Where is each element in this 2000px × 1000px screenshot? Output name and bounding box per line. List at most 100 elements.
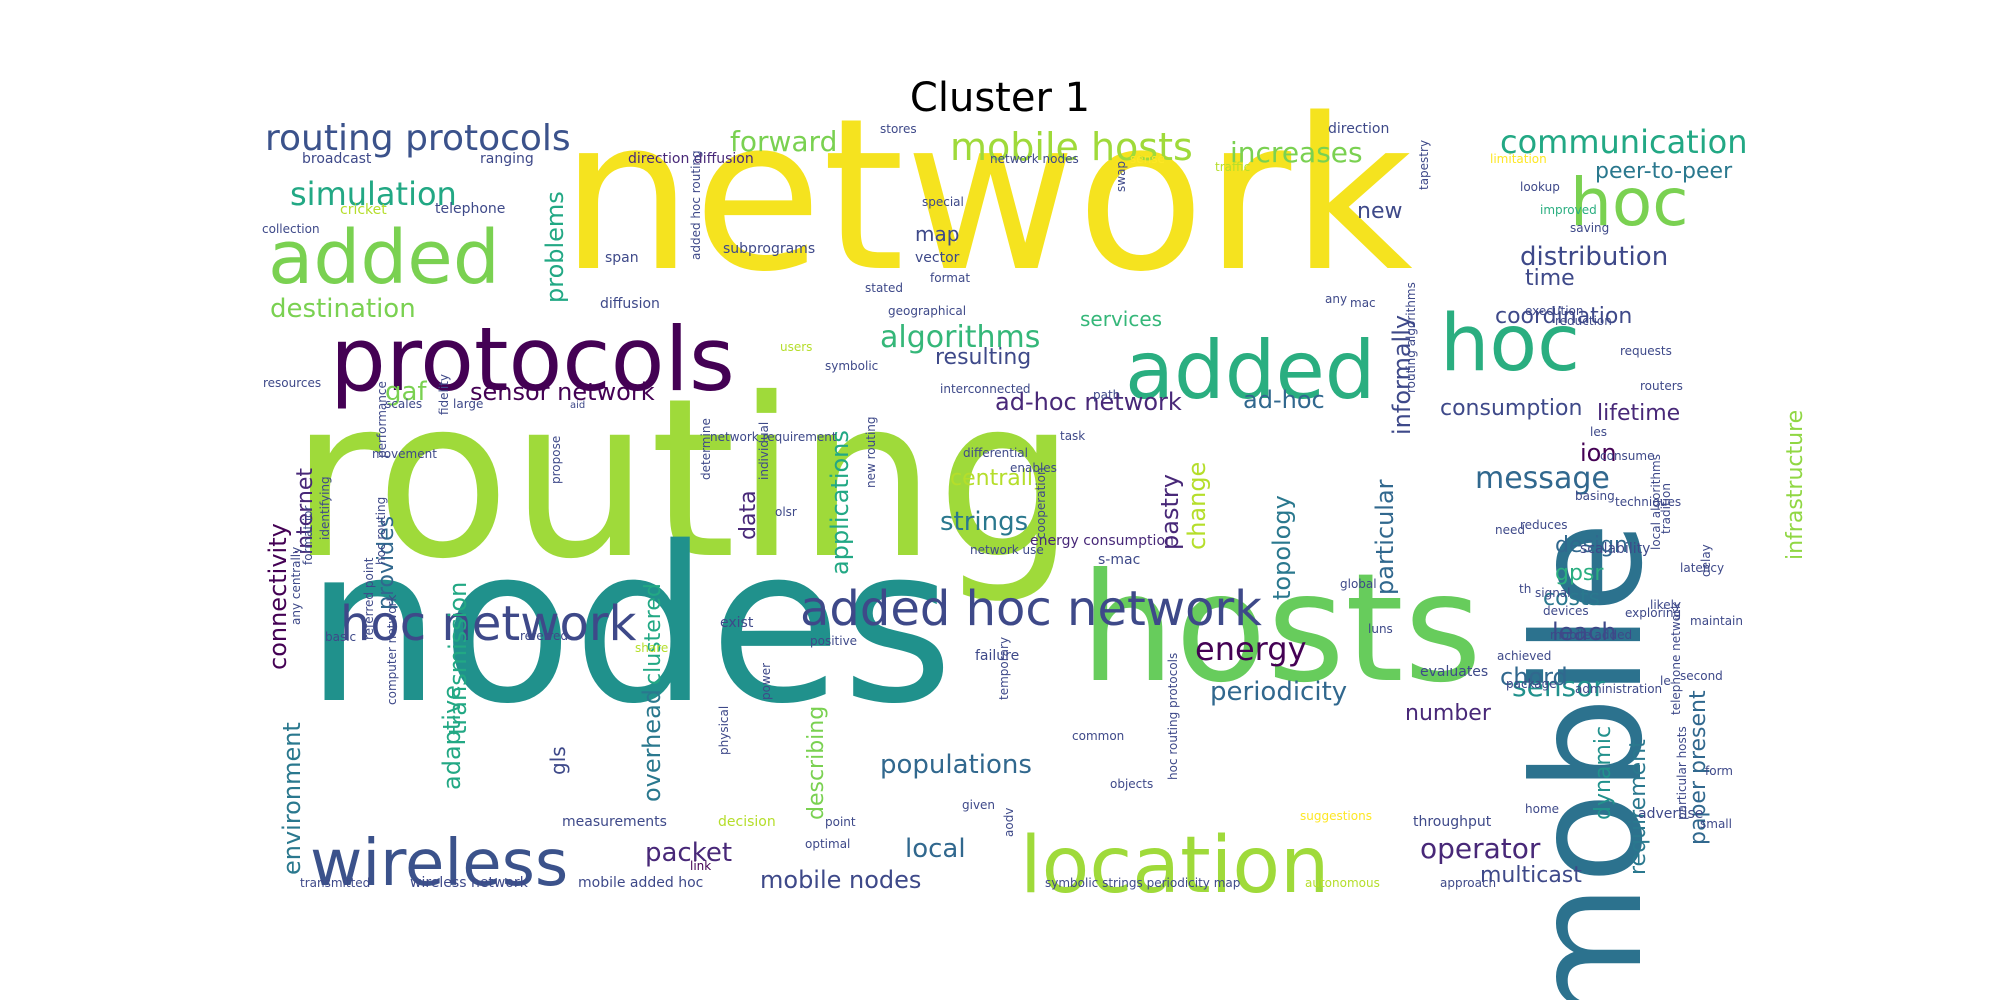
word-mobile-added: mobile added xyxy=(1550,628,1632,642)
word-aid: aid xyxy=(570,400,585,411)
word-stores: stores xyxy=(880,122,917,136)
word-fidelity: fidelity xyxy=(437,374,451,415)
word-diffusion: diffusion xyxy=(600,296,660,312)
word-mobile-nodes: mobile nodes xyxy=(760,866,921,894)
word-form: form xyxy=(1705,764,1733,778)
word-s-mac: s-mac xyxy=(1098,552,1140,568)
word-data: data xyxy=(736,490,761,540)
word-coordination: coordination xyxy=(1495,304,1632,329)
word-home: home xyxy=(1525,802,1559,816)
word-network-requirement: network requirement xyxy=(710,430,837,444)
word-limitation: limitation xyxy=(1490,152,1547,166)
word-populations: populations xyxy=(880,750,1032,780)
word-lifetime: lifetime xyxy=(1597,401,1680,426)
word-transmission: transmission xyxy=(444,582,472,735)
word-users: users xyxy=(780,340,812,354)
word-added-hoc-network: added hoc network xyxy=(800,581,1262,637)
word-time: time xyxy=(1525,266,1575,291)
word-increases: increases xyxy=(1230,136,1363,169)
word-objects: objects xyxy=(1110,777,1153,791)
word-failure: failure xyxy=(975,648,1019,664)
word-centrally: centrally xyxy=(950,466,1046,491)
word-geographical: geographical xyxy=(888,304,966,318)
word-simulation: simulation xyxy=(290,175,457,213)
word-hosts: hosts xyxy=(1080,542,1482,716)
word-ion: ion xyxy=(1580,439,1617,467)
word-hoc: hoc xyxy=(1440,299,1580,389)
word-point: point xyxy=(825,815,856,829)
word-interconnected: interconnected xyxy=(940,382,1031,396)
word-determine: determine xyxy=(699,418,713,480)
word-execution: execution xyxy=(1525,304,1583,318)
word-tapestry: tapestry xyxy=(1417,140,1431,190)
word-routing-algorithms: routing algorithms xyxy=(1404,282,1418,393)
word-informally: informally xyxy=(1388,315,1416,435)
word-administration: administration xyxy=(1575,682,1662,696)
word-symbolic: symbolic xyxy=(825,359,878,373)
word-autonomous: autonomous xyxy=(1305,876,1380,890)
word-th: th xyxy=(1519,582,1531,596)
word-local: local xyxy=(905,834,966,864)
word-any-centrally: any centrally xyxy=(289,547,303,625)
word-delay: delay xyxy=(1699,544,1713,577)
word-network-use: network use xyxy=(970,543,1044,557)
word-direction-diffusion: direction diffusion xyxy=(628,151,754,167)
word-problems: problems xyxy=(541,191,569,303)
word-special: special xyxy=(922,195,964,209)
word-sense: sense xyxy=(1130,152,1165,166)
word-differential: differential xyxy=(963,446,1028,460)
word-collection: collection xyxy=(262,222,320,236)
word-path: path xyxy=(1093,388,1120,402)
word-resulting: resulting xyxy=(935,345,1031,370)
word-added-hoc-routing: added hoc routing xyxy=(689,150,703,260)
word-added: added xyxy=(1125,324,1376,417)
word-change: change xyxy=(1183,462,1211,550)
word-consume: consume xyxy=(1600,449,1654,463)
word-ranging: ranging xyxy=(480,151,534,167)
word-basing: basing xyxy=(1575,489,1615,503)
word-basic: basic xyxy=(325,630,356,644)
word-chord: chord xyxy=(1500,663,1568,691)
word-paper-present: paper present xyxy=(1686,690,1711,845)
word-map: map xyxy=(915,222,959,246)
word-costs: costs xyxy=(1543,586,1600,611)
word-measurements: measurements xyxy=(562,814,667,830)
word-share: share xyxy=(635,641,668,655)
word-temporary: temporary xyxy=(997,637,1011,700)
word-cricket: cricket xyxy=(340,202,387,218)
word-power: power xyxy=(759,663,773,700)
word-mobile-added-hoc: mobile added hoc xyxy=(578,875,703,891)
word-mobile: mobile xyxy=(1502,521,1676,1000)
word-telephone-network: telephone network xyxy=(1669,602,1683,715)
word-telephone: telephone xyxy=(435,201,505,217)
word-forward: forward xyxy=(730,125,837,158)
word-message: message xyxy=(1475,461,1610,496)
word-saving: saving xyxy=(1570,221,1609,235)
word-lookup: lookup xyxy=(1520,180,1560,194)
word-need: need xyxy=(1495,523,1525,537)
word-second: second xyxy=(1680,669,1723,683)
word-pastry: pastry xyxy=(1156,474,1184,550)
word-resources: resources xyxy=(263,376,321,390)
word-provides: provides xyxy=(374,516,399,610)
word-requirement: requirement xyxy=(1626,739,1651,875)
word-techniques: techniques xyxy=(1615,495,1681,509)
word-network: network xyxy=(560,73,1413,318)
word-movement: movement xyxy=(372,447,437,461)
word-new-routing: new routing xyxy=(864,417,878,489)
word-les: les xyxy=(1590,425,1607,439)
word-nodes: nodes xyxy=(305,500,954,751)
word-identifying: identifying xyxy=(318,476,332,540)
word-particular: particular xyxy=(1371,479,1399,595)
word-consumption: consumption xyxy=(1440,396,1582,421)
word-link: link xyxy=(690,859,711,873)
word-computer-network: computer network xyxy=(385,595,399,705)
word-format-ior: format ior xyxy=(301,505,315,565)
word-destination: destination xyxy=(270,294,416,324)
word-applications: applications xyxy=(826,430,854,575)
word-hoc-routing: hoc routing xyxy=(374,497,388,565)
word-ad-hoc-network: ad-hoc network xyxy=(995,388,1182,416)
word-hoc: hoc xyxy=(1570,164,1689,241)
word-large: large xyxy=(453,397,483,411)
